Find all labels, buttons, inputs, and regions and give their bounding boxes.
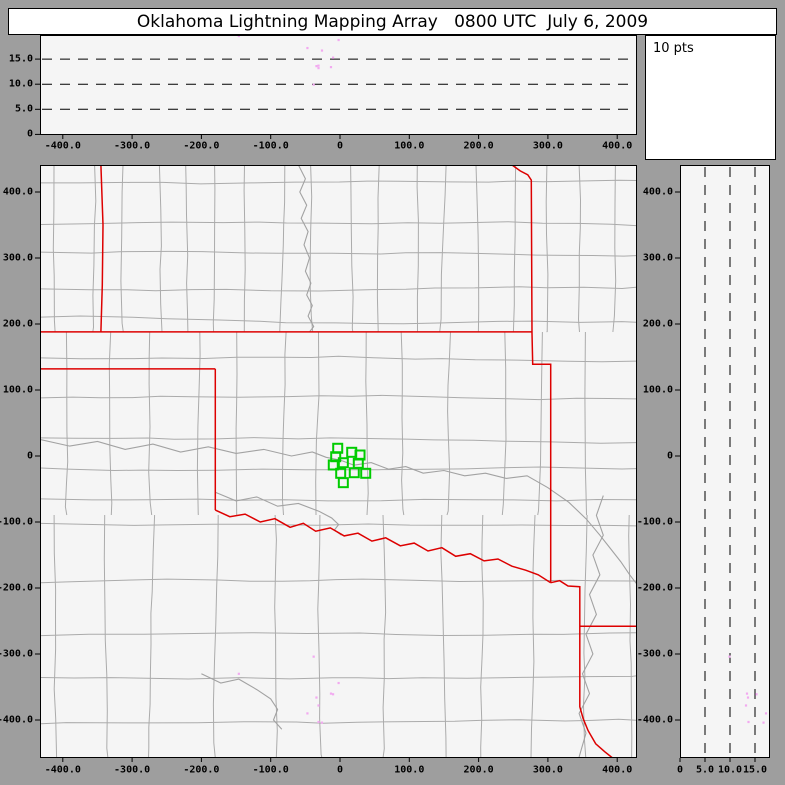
top-panel-alt-tick-label: 15.0 — [8, 53, 33, 65]
map-ew-tick-label: 300.0 — [532, 764, 563, 776]
points-count-label: 10 pts — [653, 41, 694, 56]
right-panel-ns-tick-label: 100.0 — [642, 384, 673, 396]
right-panel-alt-tick-label: 5.0 — [695, 764, 715, 776]
top-panel-ew-tick-label: -100.0 — [252, 140, 289, 152]
page-title: Oklahoma Lightning Mapping Array 0800 UT… — [136, 11, 649, 32]
map-ew-tick-label: 0 — [336, 764, 344, 776]
map-ew-tick-label: 100.0 — [394, 764, 425, 776]
map-ew-tick-label: 400.0 — [602, 764, 633, 776]
right-panel-ns-tick-label: 0 — [666, 450, 673, 462]
right-panel-alt-tick-label: 0 — [676, 764, 684, 776]
altitude-ns-panel[interactable] — [675, 165, 770, 762]
top-panel-ew-tick-label: 400.0 — [602, 140, 633, 152]
top-panel-alt-tick-label: 10.0 — [8, 78, 33, 90]
top-panel-ew-tick-label: -300.0 — [114, 140, 151, 152]
top-panel-ew-tick-label: 300.0 — [532, 140, 563, 152]
altitude-ew-panel[interactable] — [35, 35, 637, 139]
map-ns-tick-label: -100.0 — [0, 516, 33, 528]
map-ns-tick-label: -400.0 — [0, 714, 33, 726]
map-ew-tick-label: 200.0 — [463, 764, 494, 776]
map-ew-tick-label: -300.0 — [114, 764, 151, 776]
right-panel-ns-tick-label: -400.0 — [636, 714, 673, 726]
right-panel-alt-tick-label: 15.0 — [742, 764, 768, 776]
top-panel-ew-tick-label: -400.0 — [44, 140, 81, 152]
right-panel-alt-tick-label: 10.0 — [717, 764, 743, 776]
map-ns-tick-label: -300.0 — [0, 648, 33, 660]
top-panel-ew-tick-label: 100.0 — [394, 140, 425, 152]
right-panel-ns-tick-label: -100.0 — [636, 516, 673, 528]
top-panel-alt-tick-label: 5.0 — [14, 103, 33, 115]
right-panel-ns-tick-label: -200.0 — [636, 582, 673, 594]
map-ns-tick-label: 200.0 — [2, 318, 33, 330]
stats-panel: 10 pts — [645, 35, 776, 160]
title-bar: Oklahoma Lightning Mapping Array 0800 UT… — [8, 8, 777, 35]
top-panel-alt-tick-label: 0 — [26, 128, 33, 140]
map-ns-tick-label: 400.0 — [2, 186, 33, 198]
map-ns-tick-label: 100.0 — [2, 384, 33, 396]
plan-view-map-panel[interactable] — [35, 165, 637, 762]
right-panel-ns-tick-label: 400.0 — [642, 186, 673, 198]
map-ew-tick-label: -100.0 — [252, 764, 289, 776]
right-panel-ns-tick-label: -300.0 — [636, 648, 673, 660]
map-ns-tick-label: -200.0 — [0, 582, 33, 594]
map-ew-tick-label: -400.0 — [44, 764, 81, 776]
top-panel-ew-tick-label: 200.0 — [463, 140, 494, 152]
map-ns-tick-label: 0 — [26, 450, 33, 462]
map-ns-tick-label: 300.0 — [2, 252, 33, 264]
right-panel-ns-tick-label: 300.0 — [642, 252, 673, 264]
top-panel-ew-tick-label: 0 — [336, 140, 344, 152]
right-panel-ns-tick-label: 200.0 — [642, 318, 673, 330]
top-panel-ew-tick-label: -200.0 — [183, 140, 220, 152]
map-ew-tick-label: -200.0 — [183, 764, 220, 776]
